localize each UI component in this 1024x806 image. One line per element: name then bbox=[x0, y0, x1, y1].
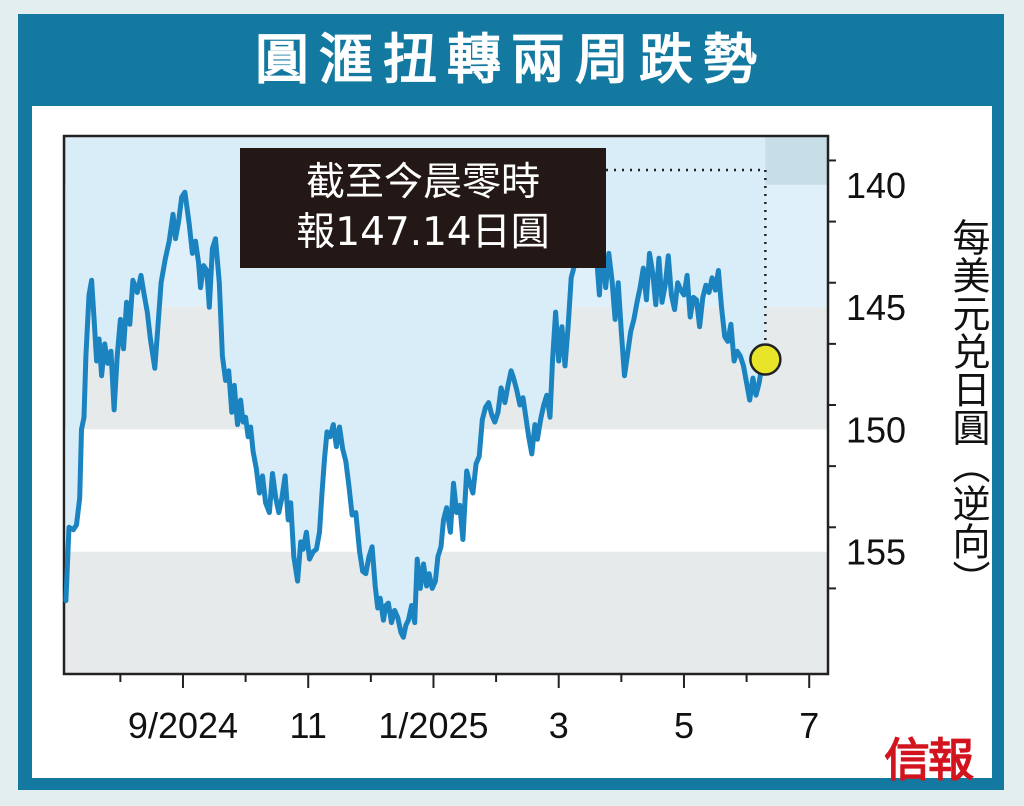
latest-note-line1: 截至今晨零時 bbox=[305, 160, 540, 205]
x-tick-label-0: 9/2024 bbox=[128, 705, 238, 746]
y-axis-label: 每美元兑日圓（逆向） bbox=[946, 218, 990, 598]
x-tick-label-2: 1/2025 bbox=[378, 705, 488, 746]
y-tick-label-150: 150 bbox=[846, 409, 906, 450]
frame: 圓滙扭轉兩周跌勢 9/2024 11 1/2025 3 5 7 140 145 150 155 … bbox=[18, 14, 1004, 790]
chart-title: 圓滙扭轉兩周跌勢 bbox=[255, 28, 767, 91]
publisher-logo: 信報 bbox=[884, 733, 974, 787]
x-tick-label-3: 3 bbox=[549, 705, 569, 746]
latest-note-line2: 報147.14日圓 bbox=[296, 210, 550, 255]
y-axis-ticks: 140 145 150 155 bbox=[828, 159, 906, 590]
y-tick-label-140: 140 bbox=[846, 165, 906, 206]
last-value-marker bbox=[749, 343, 782, 376]
chart-panel: 9/2024 11 1/2025 3 5 7 140 145 150 155 截至今晨零時 報1… bbox=[32, 106, 992, 787]
series-line bbox=[63, 189, 768, 640]
y-tick-label-155: 155 bbox=[846, 532, 906, 573]
x-tick-label-1: 11 bbox=[290, 705, 327, 746]
latest-note-box: 截至今晨零時 報147.14日圓 bbox=[240, 148, 606, 268]
x-tick-label-5: 7 bbox=[799, 705, 819, 746]
band-4 bbox=[64, 551, 828, 674]
y-tick-label-145: 145 bbox=[846, 287, 906, 328]
x-tick-label-4: 5 bbox=[674, 705, 694, 746]
x-axis-ticks: 9/2024 11 1/2025 3 5 7 bbox=[119, 674, 819, 746]
